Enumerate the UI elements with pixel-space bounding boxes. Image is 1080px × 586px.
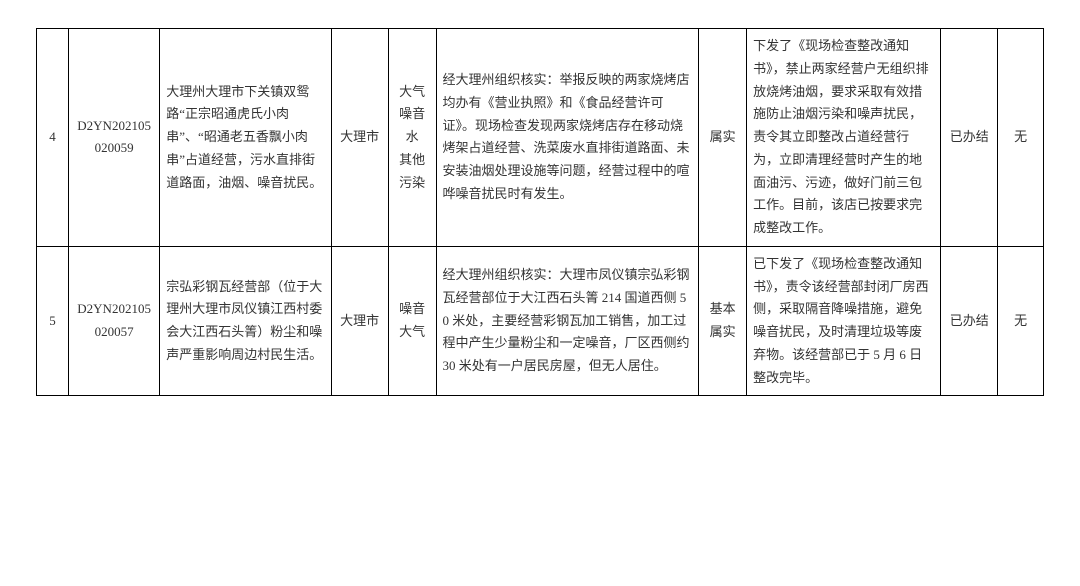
cell-action: 下发了《现场检查整改通知书》，禁止两家经营户无组织排放烧烤油烟，要求采取有效措施… xyxy=(747,29,941,247)
cell-status: 已办结 xyxy=(941,246,998,396)
cell-city: 大理市 xyxy=(331,246,388,396)
cell-pollution: 大气噪音水其他污染 xyxy=(388,29,436,247)
cell-verified: 基本属实 xyxy=(699,246,747,396)
cell-pollution: 噪音大气 xyxy=(388,246,436,396)
cell-code: D2YN202105020059 xyxy=(68,29,159,247)
cell-idx: 4 xyxy=(37,29,69,247)
cell-status: 已办结 xyxy=(941,29,998,247)
cell-city: 大理市 xyxy=(331,29,388,247)
cell-verified: 属实 xyxy=(699,29,747,247)
cell-complaint: 大理州大理市下关镇双鸳路“正宗昭通虎氏小肉串”、“昭通老五香飘小肉串”占道经营，… xyxy=(160,29,331,247)
cell-code: D2YN202105020057 xyxy=(68,246,159,396)
complaint-table: 4 D2YN202105020059 大理州大理市下关镇双鸳路“正宗昭通虎氏小肉… xyxy=(36,28,1044,396)
cell-investigation: 经大理州组织核实：举报反映的两家烧烤店均办有《营业执照》和《食品经营许可证》。现… xyxy=(436,29,699,247)
cell-investigation: 经大理州组织核实：大理市凤仪镇宗弘彩钢瓦经营部位于大江西石头箐 214 国道西侧… xyxy=(436,246,699,396)
cell-complaint: 宗弘彩钢瓦经营部（位于大理州大理市凤仪镇江西村委会大江西石头箐）粉尘和噪声严重影… xyxy=(160,246,331,396)
cell-responsibility: 无 xyxy=(998,29,1044,247)
table-row: 4 D2YN202105020059 大理州大理市下关镇双鸳路“正宗昭通虎氏小肉… xyxy=(37,29,1044,247)
cell-responsibility: 无 xyxy=(998,246,1044,396)
table-row: 5 D2YN202105020057 宗弘彩钢瓦经营部（位于大理州大理市凤仪镇江… xyxy=(37,246,1044,396)
cell-idx: 5 xyxy=(37,246,69,396)
cell-action: 已下发了《现场检查整改通知书》，责令该经营部封闭厂房西侧，采取隔音降噪措施，避免… xyxy=(747,246,941,396)
